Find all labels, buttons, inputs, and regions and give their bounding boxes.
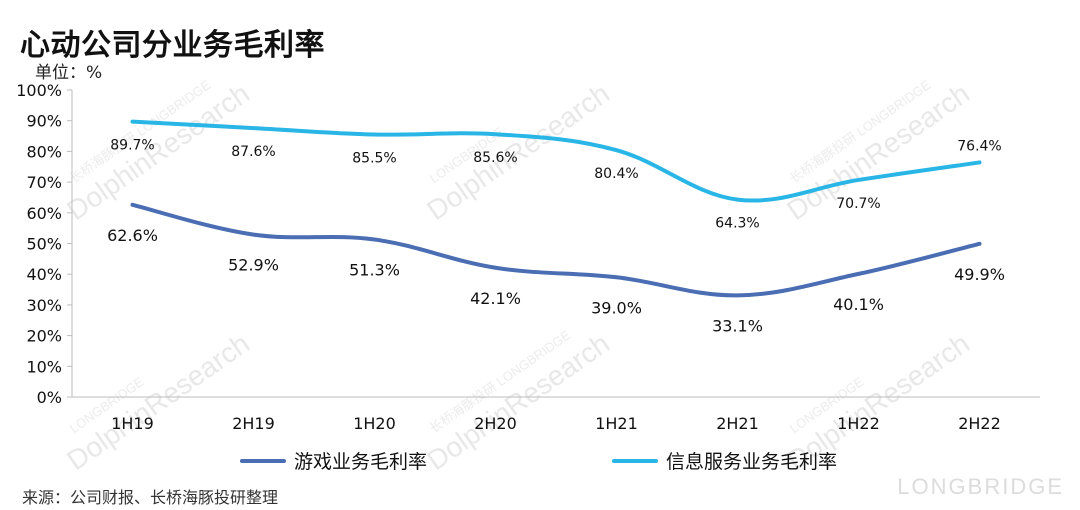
data-label-info: 76.4% [957, 138, 1001, 154]
x-tick-label: 2H21 [716, 414, 759, 433]
watermark-text: DolphinResearch [61, 78, 255, 227]
series-line-game [130, 202, 982, 298]
data-label-info: 89.7% [110, 138, 154, 154]
data-label-info: 64.3% [715, 216, 759, 232]
data-label-game: 49.9% [954, 265, 1005, 284]
data-label-info: 70.7% [836, 196, 880, 212]
data-label-game: 39.0% [591, 298, 642, 317]
y-tick-label: 70% [26, 173, 62, 192]
chart-title: 心动公司分业务毛利率 [20, 28, 325, 63]
data-label-game: 51.3% [349, 261, 400, 280]
y-tick-label: 0% [37, 388, 62, 407]
unit-label: 单位：% [35, 63, 103, 83]
watermark-text: DolphinResearch [421, 328, 615, 477]
y-tick-label: 60% [26, 204, 62, 223]
y-tick-label: 100% [16, 81, 62, 100]
y-tick-label: 20% [26, 327, 62, 346]
y-tick-label: 50% [26, 235, 62, 254]
data-label-game: 52.9% [228, 256, 279, 275]
data-label-info: 80.4% [594, 166, 638, 182]
legend-swatch-game [240, 458, 286, 463]
legend-swatch-info [612, 458, 658, 463]
data-label-game: 42.1% [470, 289, 521, 308]
x-tick-label: 1H19 [111, 414, 154, 433]
y-tick-label: 30% [26, 296, 62, 315]
x-tick-label: 2H20 [474, 414, 517, 433]
data-label-game: 62.6% [107, 226, 158, 245]
data-label-info: 85.6% [473, 150, 517, 166]
brand-watermark: LONGBRIDGE [897, 474, 1064, 499]
data-label-info: 87.6% [231, 144, 275, 160]
source-note: 来源：公司财报、长桥海豚投研整理 [22, 488, 279, 507]
data-label-info: 85.5% [352, 151, 396, 167]
legend-label-info: 信息服务业务毛利率 [666, 451, 838, 473]
legend-label-game: 游戏业务毛利率 [294, 451, 428, 473]
series-line-info [130, 119, 982, 203]
legend-item-info: 信息服务业务毛利率 [612, 447, 837, 474]
data-label-game: 33.1% [712, 316, 763, 335]
y-tick-label: 40% [26, 265, 62, 284]
y-tick-label: 10% [26, 357, 62, 376]
data-label-game: 40.1% [833, 295, 884, 314]
watermark-text: DolphinResearch [61, 328, 255, 477]
y-tick-label: 80% [26, 142, 62, 161]
x-tick-label: 1H22 [837, 414, 880, 433]
x-tick-label: 1H20 [353, 414, 396, 433]
x-tick-label: 1H21 [595, 414, 638, 433]
watermark-text: DolphinResearch [421, 78, 615, 227]
x-tick-label: 2H22 [958, 414, 1001, 433]
x-tick-label: 2H19 [232, 414, 275, 433]
y-tick-label: 90% [26, 112, 62, 131]
legend-item-game: 游戏业务毛利率 [240, 447, 427, 474]
